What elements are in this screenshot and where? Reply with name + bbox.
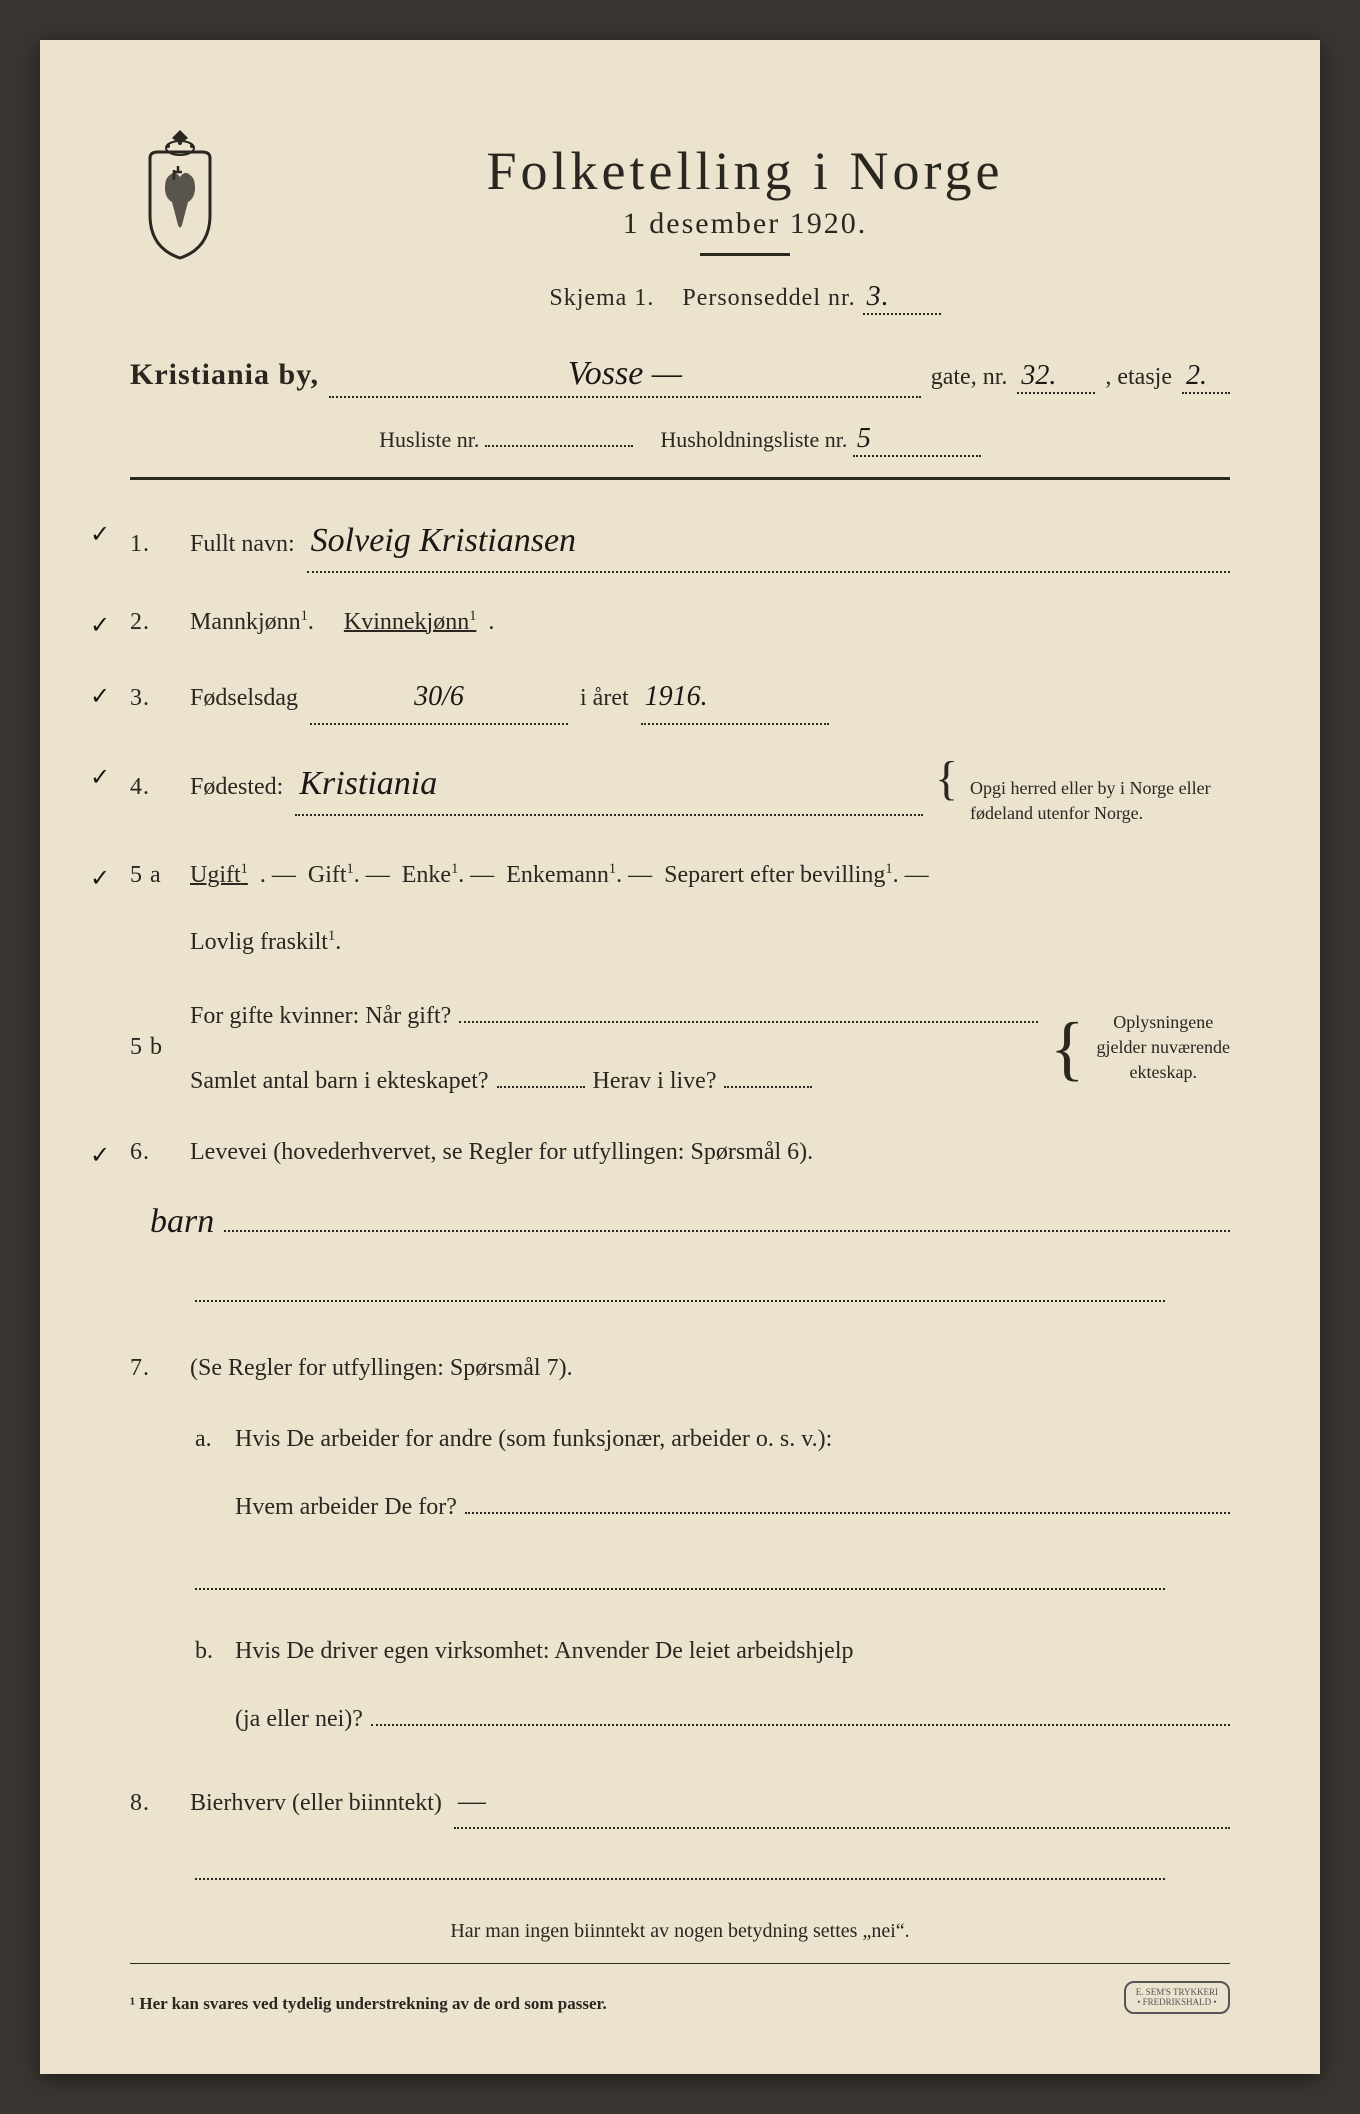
field-5b-married-women: 5 b For gifte kvinner: Når gift? Samlet … [130,992,1230,1103]
etasje-label: , etasje [1105,364,1172,391]
husliste-label: Husliste nr. [379,427,479,452]
field-num: 4. [130,766,178,809]
dotted-line [195,1569,1165,1590]
field-num: 1. [130,523,178,566]
divider-top [130,477,1230,480]
husliste-nr [485,445,633,447]
birth-day: 30/6 [310,672,568,724]
female-option-selected: Kvinnekjønn1 [344,601,477,644]
full-name-value: Solveig Kristiansen [307,510,1230,573]
coat-of-arms-icon [130,130,230,260]
q7b-value [371,1696,1230,1727]
year-label: i året [580,677,629,720]
field-5a-marital: ✓ 5 a Ugift1. — Gift1. — Enke1. — Enkema… [130,854,1230,964]
main-title: Folketelling i Norge [260,140,1230,202]
field-num: 3. [130,677,178,720]
separert-option: Separert efter bevilling1. — [664,854,928,897]
checkmark-icon: ✓ [90,1135,110,1178]
field-4-birthplace: ✓ 4. Fødested: Kristiania { Opgi herred … [130,753,1230,826]
husholdning-label: Husholdningsliste nr. [660,427,847,452]
husliste-row: Husliste nr. Husholdningsliste nr. 5 [130,423,1230,457]
checkmark-icon: ✓ [90,605,110,648]
herav-label: Herav i live? [593,1060,717,1103]
sub-letter: a. [195,1418,225,1461]
enkemann-option: Enkemann1. — [506,854,652,897]
sub-letter: b. [195,1630,225,1673]
field-7: 7. (Se Regler for utfyllingen: Spørsmål … [130,1347,1230,1390]
field-label: (Se Regler for utfyllingen: Spørsmål 7). [190,1347,573,1390]
dotted-line [195,1281,1165,1302]
marriage-aside: Oplysningene gjelder nuværende ekteskap. [1097,1010,1230,1086]
personseddel-nr: 3. [863,281,941,315]
antal-barn-value [497,1086,585,1088]
checkmark-icon: ✓ [90,676,110,719]
checkmark-icon: ✓ [90,757,110,800]
naar-gift-label: For gifte kvinner: Når gift? [190,995,451,1038]
field-2-sex: ✓ 2. Mannkjønn1. Kvinnekjønn1. [130,601,1230,644]
title-rule [700,253,790,256]
field-num: 5 b [130,1026,178,1069]
ugift-selected: Ugift1 [190,854,248,897]
header-row: Folketelling i Norge 1 desember 1920. Sk… [130,120,1230,315]
field-label: Levevei (hovederhvervet, se Regler for u… [190,1131,813,1174]
divider-bottom [130,1963,1230,1964]
field-label: Fullt navn: [190,523,295,566]
birthplace-value: Kristiania [295,753,923,816]
antal-barn-label: Samlet antal barn i ekteskapet? [190,1060,489,1103]
bierhverv-value: — [454,1777,1230,1829]
brace-icon: { [935,755,958,803]
field-6-occupation: ✓ 6. Levevei (hovederhvervet, se Regler … [130,1131,1230,1174]
q7a-value [465,1483,1230,1514]
brace-icon: { [1050,1012,1085,1084]
skjema-line: Skjema 1. Personseddel nr. 3. [260,281,1230,315]
q7b-line2: (ja eller nei)? [235,1698,363,1741]
title-block: Folketelling i Norge 1 desember 1920. Sk… [260,120,1230,315]
field-num: 5 a [130,854,178,897]
fraskilt-option: Lovlig fraskilt1. [190,921,341,964]
skjema-label: Skjema 1. [549,285,654,311]
naar-gift-value [459,992,1038,1023]
gate-label: gate, nr. [931,364,1008,391]
gift-option: Gift1. — [308,854,390,897]
footer-note: Har man ingen biinntekt av nogen betydni… [130,1920,1230,1943]
field-num: 2. [130,601,178,644]
dotted-line [195,1859,1165,1880]
field-label: Bierhverv (eller biinntekt) [190,1782,442,1825]
male-option: Mannkjønn1. [190,601,314,644]
address-row: Kristiania by, Vosse — gate, nr. 32. , e… [130,355,1230,398]
printer-stamp: E. SEM'S TRYKKERI• FREDRIKSHALD • [1124,1981,1230,2015]
husholdning-nr: 5 [853,423,981,457]
q7b-line1: Hvis De driver egen virksomhet: Anvender… [235,1630,1230,1673]
field-num: 6. [130,1131,178,1174]
personseddel-label: Personseddel nr. [682,285,855,311]
q7a-line1: Hvis De arbeider for andre (som funksjon… [235,1418,1230,1461]
field-num: 7. [130,1347,178,1390]
street-name: Vosse — [329,355,921,398]
occupation-value: barn [150,1203,214,1241]
birth-year: 1916. [641,672,829,724]
birthplace-aside: Opgi herred eller by i Norge eller fødel… [970,776,1230,826]
enke-option: Enke1. — [402,854,495,897]
gate-nr: 32. [1017,360,1095,394]
field-3-birthdate: ✓ 3. Fødselsdag 30/6 i året 1916. [130,672,1230,724]
field-label: Fødselsdag [190,677,298,720]
herav-value [724,1086,812,1088]
census-form-page: Folketelling i Norge 1 desember 1920. Sk… [40,40,1320,2074]
q7a-line2: Hvem arbeider De for? [235,1486,457,1529]
field-num: 8. [130,1782,178,1825]
city-label: Kristiania by, [130,358,319,392]
field-8-bierhverv: 8. Bierhverv (eller biinntekt) — [130,1777,1230,1829]
field-1-name: ✓ 1. Fullt navn: Solveig Kristiansen [130,510,1230,573]
checkmark-icon: ✓ [90,514,110,557]
footnote: ¹ Her kan svares ved tydelig understrekn… [130,1994,1230,2014]
occupation-value-row: barn [150,1203,1230,1241]
field-label: Fødested: [190,766,283,809]
checkmark-icon: ✓ [90,858,110,901]
etasje-nr: 2. [1182,360,1230,394]
field-7a: a. Hvis De arbeider for andre (som funks… [195,1418,1230,1529]
date-subtitle: 1 desember 1920. [260,207,1230,241]
field-7b: b. Hvis De driver egen virksomhet: Anven… [195,1630,1230,1741]
